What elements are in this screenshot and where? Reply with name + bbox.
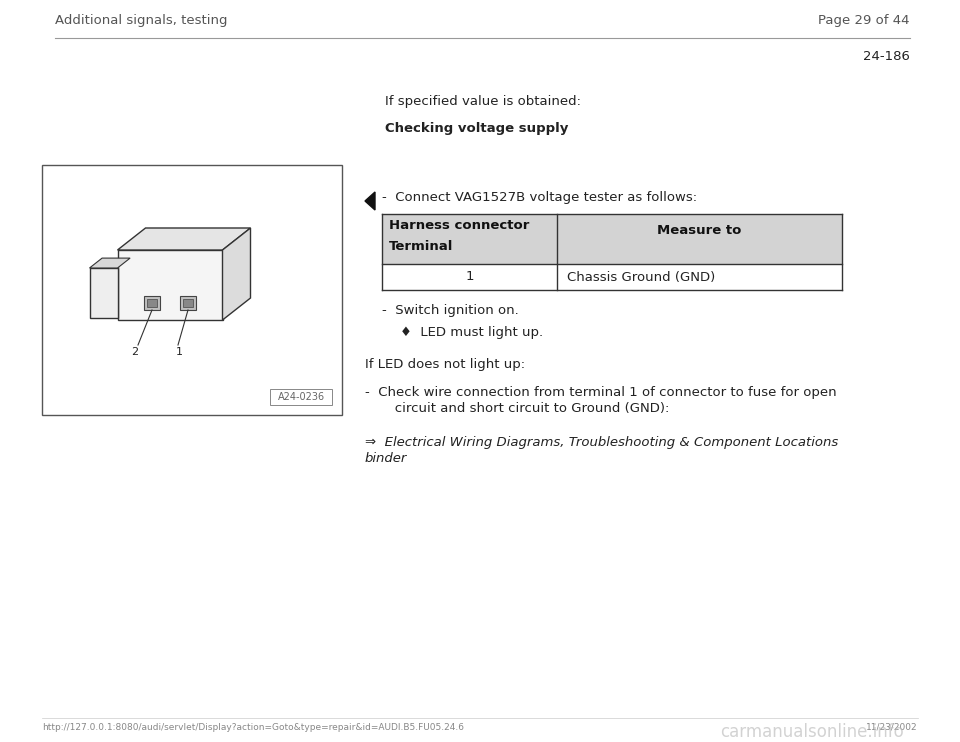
- Text: Page 29 of 44: Page 29 of 44: [819, 14, 910, 27]
- Polygon shape: [180, 296, 196, 310]
- Polygon shape: [223, 228, 251, 320]
- Text: circuit and short circuit to Ground (GND):: circuit and short circuit to Ground (GND…: [382, 402, 669, 415]
- Text: binder: binder: [365, 452, 407, 465]
- Text: 2: 2: [132, 347, 138, 357]
- Polygon shape: [89, 268, 117, 318]
- Text: 11/23/2002: 11/23/2002: [866, 723, 918, 732]
- Bar: [270, 389, 332, 405]
- Bar: [42, 165, 342, 415]
- Polygon shape: [117, 250, 223, 320]
- Polygon shape: [117, 228, 251, 250]
- Text: -  Check wire connection from terminal 1 of connector to fuse for open: - Check wire connection from terminal 1 …: [365, 386, 836, 399]
- Bar: [382, 214, 842, 264]
- Polygon shape: [89, 258, 131, 268]
- Text: carmanualsonline.info: carmanualsonline.info: [720, 723, 903, 741]
- Polygon shape: [365, 192, 375, 210]
- Text: A24-0236: A24-0236: [277, 392, 324, 402]
- Text: http://127.0.0.1:8080/audi/servlet/Display?action=Goto&type=repair&id=AUDI.B5.FU: http://127.0.0.1:8080/audi/servlet/Displ…: [42, 723, 464, 732]
- Text: -  Connect VAG1527B voltage tester as follows:: - Connect VAG1527B voltage tester as fol…: [382, 191, 697, 204]
- Text: Terminal: Terminal: [389, 240, 453, 253]
- Text: ♦  LED must light up.: ♦ LED must light up.: [400, 326, 543, 339]
- Text: Checking voltage supply: Checking voltage supply: [385, 122, 568, 135]
- Text: 1: 1: [466, 271, 473, 283]
- Text: Additional signals, testing: Additional signals, testing: [55, 14, 228, 27]
- Polygon shape: [147, 299, 157, 307]
- Text: If LED does not light up:: If LED does not light up:: [365, 358, 525, 371]
- Text: Harness connector: Harness connector: [389, 219, 529, 232]
- Text: Measure to: Measure to: [658, 225, 742, 237]
- Text: Chassis Ground (GND): Chassis Ground (GND): [567, 271, 715, 283]
- Text: 24-186: 24-186: [863, 50, 910, 63]
- Text: 1: 1: [176, 347, 182, 357]
- Text: ⇒  Electrical Wiring Diagrams, Troubleshooting & Component Locations: ⇒ Electrical Wiring Diagrams, Troublesho…: [365, 436, 838, 449]
- Text: If specified value is obtained:: If specified value is obtained:: [385, 95, 581, 108]
- Polygon shape: [144, 296, 160, 310]
- Text: -  Switch ignition on.: - Switch ignition on.: [382, 304, 518, 317]
- Polygon shape: [183, 299, 193, 307]
